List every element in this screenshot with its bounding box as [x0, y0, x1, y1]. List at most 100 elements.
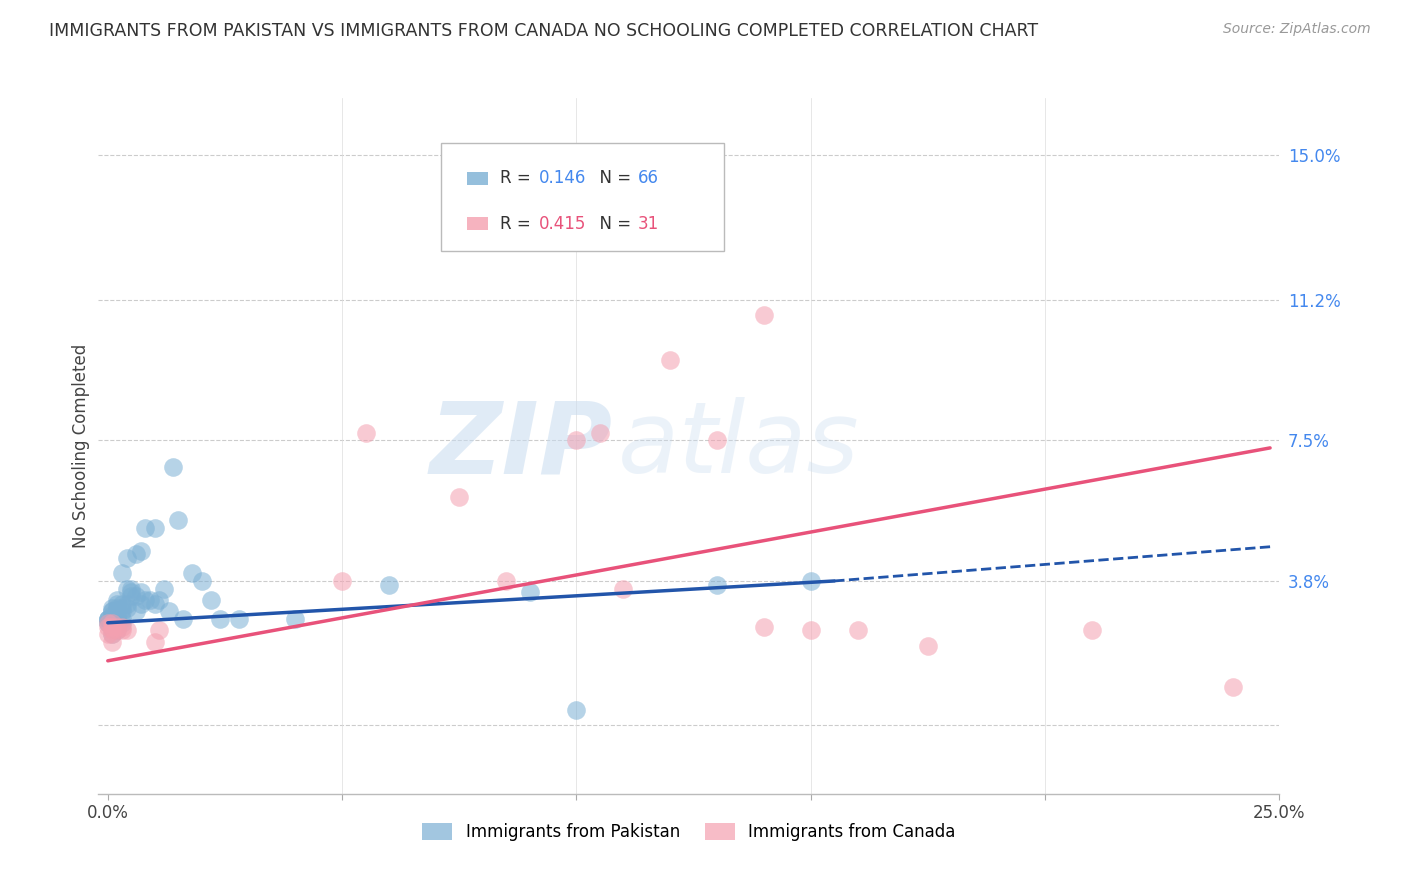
Point [162, 459, 184, 474]
Point [1222, 681, 1244, 695]
Point [228, 612, 250, 626]
Point [125, 604, 148, 618]
Point [143, 597, 166, 611]
Point [153, 582, 176, 596]
Point [125, 547, 148, 561]
Point [143, 521, 166, 535]
Point [105, 624, 128, 638]
Point [129, 543, 152, 558]
Text: 66: 66 [638, 169, 659, 187]
Point [111, 624, 134, 638]
Point [105, 608, 128, 623]
Point [378, 578, 401, 592]
Point [134, 593, 156, 607]
Point [143, 635, 166, 649]
Legend: Immigrants from Pakistan, Immigrants from Canada: Immigrants from Pakistan, Immigrants fro… [416, 817, 962, 848]
Text: 0.146: 0.146 [538, 169, 586, 187]
Point [111, 619, 134, 633]
Point [354, 425, 377, 440]
Point [101, 612, 124, 626]
Point [105, 604, 128, 618]
Point [101, 608, 124, 623]
Point [129, 585, 152, 599]
Point [97, 619, 120, 633]
Point [120, 582, 142, 596]
Point [148, 624, 170, 638]
Point [917, 639, 939, 653]
Point [172, 612, 194, 626]
Point [800, 624, 823, 638]
Point [97, 612, 120, 626]
Point [105, 615, 128, 630]
Point [706, 578, 728, 592]
Point [330, 574, 353, 588]
Point [101, 619, 124, 633]
Point [105, 600, 128, 615]
Point [129, 597, 152, 611]
Point [101, 600, 124, 615]
Text: atlas: atlas [619, 398, 859, 494]
FancyBboxPatch shape [467, 172, 488, 185]
Y-axis label: No Schooling Completed: No Schooling Completed [72, 344, 90, 548]
Point [101, 612, 124, 626]
Text: Source: ZipAtlas.com: Source: ZipAtlas.com [1223, 22, 1371, 37]
Text: N =: N = [589, 215, 636, 233]
Point [167, 513, 190, 527]
Point [101, 627, 124, 641]
Point [1081, 624, 1104, 638]
Point [148, 593, 170, 607]
Point [105, 624, 128, 638]
Point [105, 593, 128, 607]
Point [115, 551, 138, 566]
Point [115, 582, 138, 596]
Text: R =: R = [501, 169, 536, 187]
Point [101, 619, 124, 633]
Point [97, 612, 120, 626]
Point [97, 627, 120, 641]
Point [111, 615, 134, 630]
Point [612, 582, 634, 596]
Point [800, 574, 823, 588]
Point [111, 600, 134, 615]
Point [139, 593, 162, 607]
Point [101, 615, 124, 630]
Text: R =: R = [501, 215, 536, 233]
Text: N =: N = [589, 169, 636, 187]
Point [125, 589, 148, 603]
Point [134, 521, 156, 535]
Point [120, 585, 142, 599]
Point [101, 604, 124, 618]
Point [101, 615, 124, 630]
Point [105, 612, 128, 626]
Point [105, 619, 128, 633]
Point [101, 612, 124, 626]
Point [659, 353, 682, 368]
Point [706, 434, 728, 448]
Point [101, 615, 124, 630]
Point [120, 589, 142, 603]
Point [565, 434, 588, 448]
Point [190, 574, 212, 588]
Point [101, 604, 124, 618]
Point [209, 612, 232, 626]
Text: 31: 31 [638, 215, 659, 233]
Text: 0.415: 0.415 [538, 215, 586, 233]
Point [115, 600, 138, 615]
FancyBboxPatch shape [467, 218, 488, 230]
Point [752, 619, 775, 633]
Point [105, 612, 128, 626]
Point [589, 425, 612, 440]
FancyBboxPatch shape [441, 144, 724, 252]
Point [97, 615, 120, 630]
Point [101, 635, 124, 649]
Point [157, 604, 180, 618]
Point [495, 574, 517, 588]
Point [111, 604, 134, 618]
Point [846, 624, 869, 638]
Point [101, 627, 124, 641]
Point [115, 597, 138, 611]
Point [97, 615, 120, 630]
Point [449, 491, 471, 505]
Point [111, 597, 134, 611]
Point [565, 703, 588, 717]
